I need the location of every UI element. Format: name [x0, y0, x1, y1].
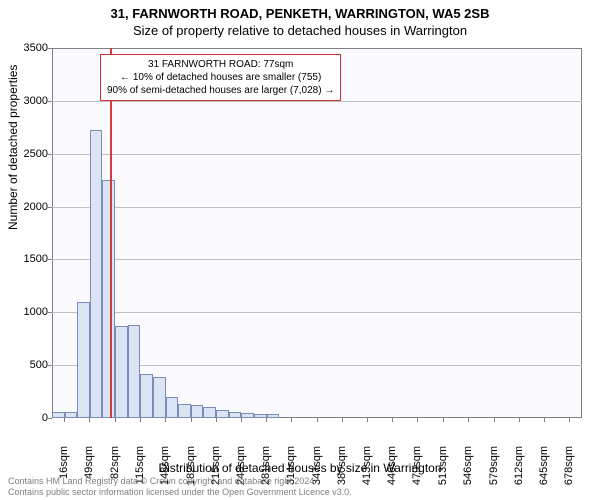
y-tick-label: 0	[8, 412, 48, 424]
marker-line	[110, 48, 112, 418]
y-tick-mark	[48, 48, 52, 49]
x-tick-mark	[216, 418, 217, 422]
histogram-bar	[90, 130, 103, 418]
x-tick-mark	[266, 418, 267, 422]
histogram-bar	[191, 405, 204, 418]
x-tick-mark	[392, 418, 393, 422]
histogram-bar	[216, 410, 229, 418]
annotation-line3: 90% of semi-detached houses are larger (…	[107, 84, 334, 97]
footer-line1: Contains HM Land Registry data © Crown c…	[8, 476, 352, 487]
y-tick-label: 1000	[8, 306, 48, 318]
y-tick-label: 2500	[8, 148, 48, 160]
footer-attribution: Contains HM Land Registry data © Crown c…	[8, 476, 352, 498]
histogram-bar	[128, 325, 141, 418]
y-tick-mark	[48, 154, 52, 155]
chart-title-main: 31, FARNWORTH ROAD, PENKETH, WARRINGTON,…	[0, 0, 600, 21]
annotation-line1: 31 FARNWORTH ROAD: 77sqm	[107, 58, 334, 71]
x-tick-mark	[191, 418, 192, 422]
x-tick-mark	[115, 418, 116, 422]
histogram-bar	[267, 414, 280, 418]
y-tick-label: 1500	[8, 253, 48, 265]
x-tick-mark	[519, 418, 520, 422]
y-tick-mark	[48, 365, 52, 366]
histogram-bar	[178, 404, 191, 418]
y-tick-label: 2000	[8, 201, 48, 213]
x-tick-mark	[569, 418, 570, 422]
footer-line2: Contains public sector information licen…	[8, 487, 352, 498]
histogram-bar	[166, 397, 179, 418]
x-tick-mark	[241, 418, 242, 422]
x-tick-mark	[140, 418, 141, 422]
histogram-bar	[153, 377, 166, 418]
x-tick-mark	[165, 418, 166, 422]
histogram-bar	[115, 326, 128, 418]
x-tick-mark	[544, 418, 545, 422]
y-tick-mark	[48, 418, 52, 419]
chart-title-sub: Size of property relative to detached ho…	[0, 21, 600, 42]
histogram-bar	[229, 412, 242, 418]
x-tick-mark	[367, 418, 368, 422]
x-axis-label: Distribution of detached houses by size …	[0, 461, 600, 475]
x-tick-mark	[443, 418, 444, 422]
histogram-bar	[241, 413, 254, 418]
histogram-bar	[140, 374, 153, 418]
x-tick-mark	[468, 418, 469, 422]
histogram-bar	[65, 412, 78, 418]
x-tick-mark	[342, 418, 343, 422]
y-tick-mark	[48, 101, 52, 102]
x-tick-mark	[494, 418, 495, 422]
x-tick-mark	[291, 418, 292, 422]
y-tick-label: 3000	[8, 95, 48, 107]
annotation-line2: ← 10% of detached houses are smaller (75…	[107, 71, 334, 84]
y-tick-mark	[48, 312, 52, 313]
annotation-box: 31 FARNWORTH ROAD: 77sqm ← 10% of detach…	[100, 54, 341, 101]
x-tick-mark	[89, 418, 90, 422]
histogram-bar	[254, 414, 267, 418]
x-tick-mark	[417, 418, 418, 422]
y-tick-label: 3500	[8, 42, 48, 54]
y-tick-mark	[48, 207, 52, 208]
histogram-bars	[52, 48, 582, 418]
y-tick-label: 500	[8, 359, 48, 371]
chart-area: 0500100015002000250030003500 16sqm49sqm8…	[52, 48, 582, 418]
histogram-bar	[52, 412, 65, 418]
x-tick-mark	[317, 418, 318, 422]
histogram-bar	[77, 302, 90, 418]
histogram-bar	[203, 407, 216, 418]
y-tick-mark	[48, 259, 52, 260]
x-tick-mark	[64, 418, 65, 422]
